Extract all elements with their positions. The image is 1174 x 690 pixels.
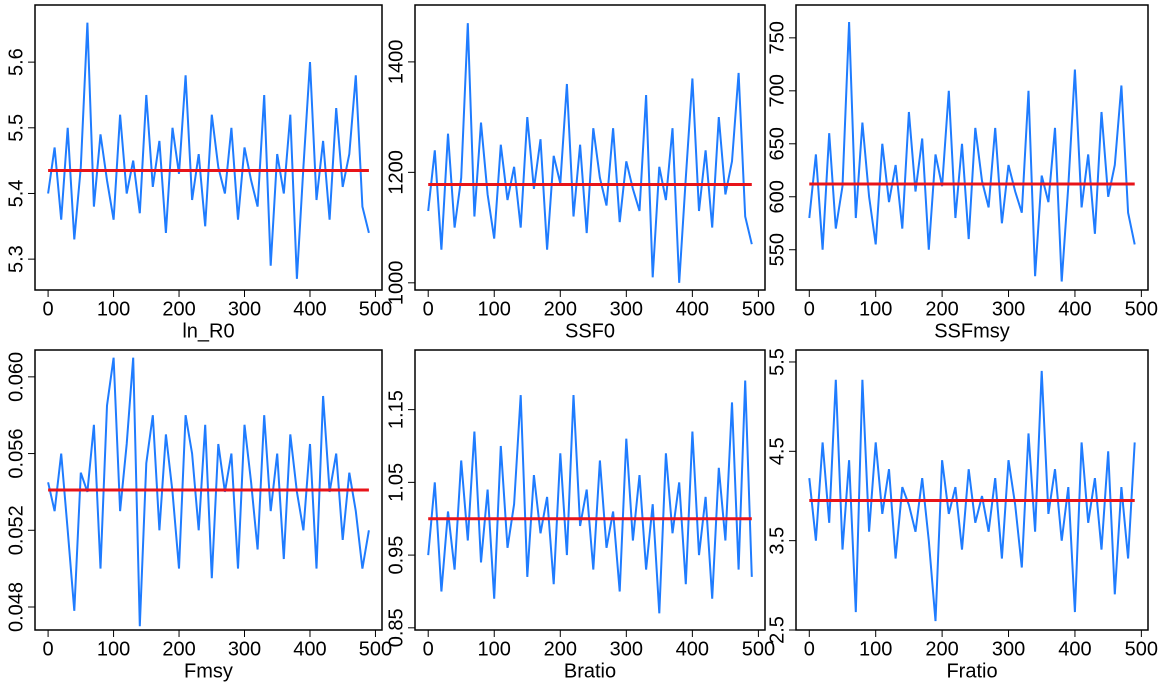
trace-line [47,357,370,627]
x-tick-label: 200 [925,298,958,320]
x-tick-label: 400 [1058,638,1091,660]
y-tick-label: 700 [766,74,788,107]
x-tick-label: 100 [478,638,511,660]
x-tick-label: 0 [804,638,815,660]
y-tick-label: 600 [766,180,788,213]
plot-frame [34,349,383,631]
y-tick-label: 0.052 [5,505,27,555]
x-axis-label: SSFmsy [934,320,1010,342]
x-tick-label: 0 [43,638,54,660]
x-tick-label: 300 [992,638,1025,660]
y-tick-label: 1.05 [385,463,407,502]
trace-line [808,370,1136,622]
y-tick-label: 1.15 [385,390,407,429]
y-tick-label: 0.85 [385,608,407,647]
x-axis-label: Fratio [946,660,997,682]
x-tick-label: 400 [293,638,326,660]
y-tick-label: 4.5 [766,437,788,465]
x-tick-label: 200 [544,298,577,320]
y-tick-label: 0.048 [5,582,27,632]
y-tick-label: 5.6 [5,48,27,76]
plot-frame [414,4,766,291]
x-tick-label: 300 [228,638,261,660]
x-tick-label: 300 [228,298,261,320]
x-tick-label: 0 [804,298,815,320]
x-tick-label: 100 [97,298,130,320]
x-tick-label: 100 [859,638,892,660]
x-tick-label: 200 [162,298,195,320]
y-tick-label: 5.4 [5,180,27,208]
x-tick-label: 300 [610,298,643,320]
x-tick-label: 100 [478,298,511,320]
trace-line [808,21,1136,282]
y-tick-label: 0.95 [385,536,407,575]
x-tick-label: 500 [359,638,392,660]
x-axis-label: SSF0 [565,320,615,342]
x-axis-label: Bratio [564,660,616,682]
y-tick-label: 550 [766,233,788,266]
x-tick-label: 100 [97,638,130,660]
x-tick-label: 0 [423,298,434,320]
y-tick-label: 750 [766,21,788,54]
x-tick-label: 200 [544,638,577,660]
x-tick-label: 500 [742,638,775,660]
x-tick-label: 400 [676,638,709,660]
x-tick-label: 200 [925,638,958,660]
y-tick-label: 5.5 [5,114,27,142]
plot-frame [414,349,766,631]
x-tick-label: 0 [43,298,54,320]
x-axis-label: ln_R0 [182,320,234,342]
x-tick-label: 0 [423,638,434,660]
y-tick-label: 1000 [385,261,407,306]
y-tick-label: 1400 [385,40,407,85]
trace-line [427,380,753,614]
x-tick-label: 400 [293,298,326,320]
y-tick-label: 0.060 [5,352,27,402]
x-axis-label: Fmsy [184,660,233,682]
x-tick-label: 300 [992,298,1025,320]
trace-line [47,22,370,279]
y-tick-label: 2.5 [766,616,788,644]
x-tick-label: 500 [1125,638,1158,660]
x-tick-label: 200 [162,638,195,660]
trace-line [427,23,753,283]
plot-frame [795,349,1149,631]
x-tick-label: 500 [742,298,775,320]
plot-frame [34,4,383,291]
x-tick-label: 500 [359,298,392,320]
x-tick-label: 100 [859,298,892,320]
x-tick-label: 300 [610,638,643,660]
y-tick-label: 1200 [385,150,407,195]
y-tick-label: 650 [766,127,788,160]
y-tick-label: 5.5 [766,348,788,376]
y-tick-label: 0.056 [5,429,27,479]
x-tick-label: 400 [676,298,709,320]
x-tick-label: 500 [1125,298,1158,320]
x-tick-label: 400 [1058,298,1091,320]
y-tick-label: 5.3 [5,245,27,273]
y-tick-label: 3.5 [766,527,788,555]
plot-frame [795,4,1149,291]
